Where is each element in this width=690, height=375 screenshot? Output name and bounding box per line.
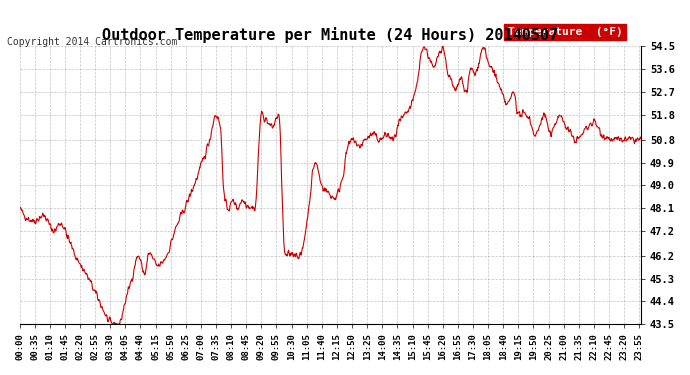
Text: Temperature  (°F): Temperature (°F) xyxy=(508,27,622,37)
Title: Outdoor Temperature per Minute (24 Hours) 20140507: Outdoor Temperature per Minute (24 Hours… xyxy=(102,27,558,42)
Text: Copyright 2014 Cartronics.com: Copyright 2014 Cartronics.com xyxy=(7,37,177,47)
